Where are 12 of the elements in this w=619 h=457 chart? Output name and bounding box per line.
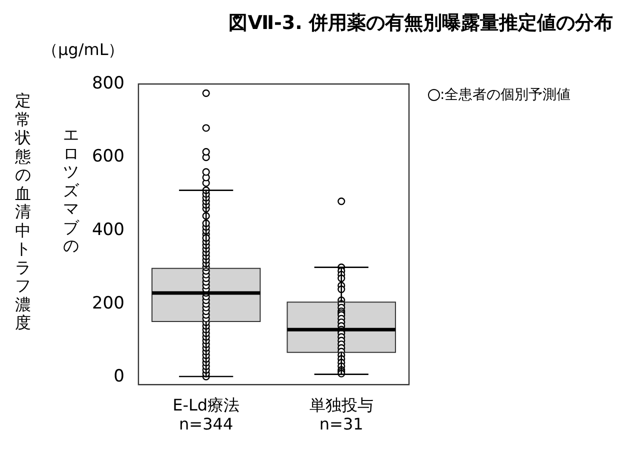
text: 定常状態の血清中トラフ濃度 — [15, 91, 31, 332]
y-tick-label: 0 — [114, 366, 124, 387]
y-tick-label: 600 — [92, 146, 124, 167]
x-tick-label: 単独投与 n=31 — [309, 395, 374, 434]
y-tick-label: 800 — [92, 73, 124, 94]
text: エロツズマブの — [62, 125, 80, 256]
y-tick-label: 400 — [92, 220, 124, 240]
y-tick-label: 200 — [92, 293, 124, 314]
legend-label: :全患者の個別予測値 — [440, 86, 571, 104]
chart-title: 図Ⅶ-3. 併用薬の有無別曝露量推定値の分布 — [228, 11, 613, 36]
text: （μg/mL） — [42, 40, 124, 61]
x-tick-label: E-Ld療法 n=344 — [172, 395, 240, 434]
